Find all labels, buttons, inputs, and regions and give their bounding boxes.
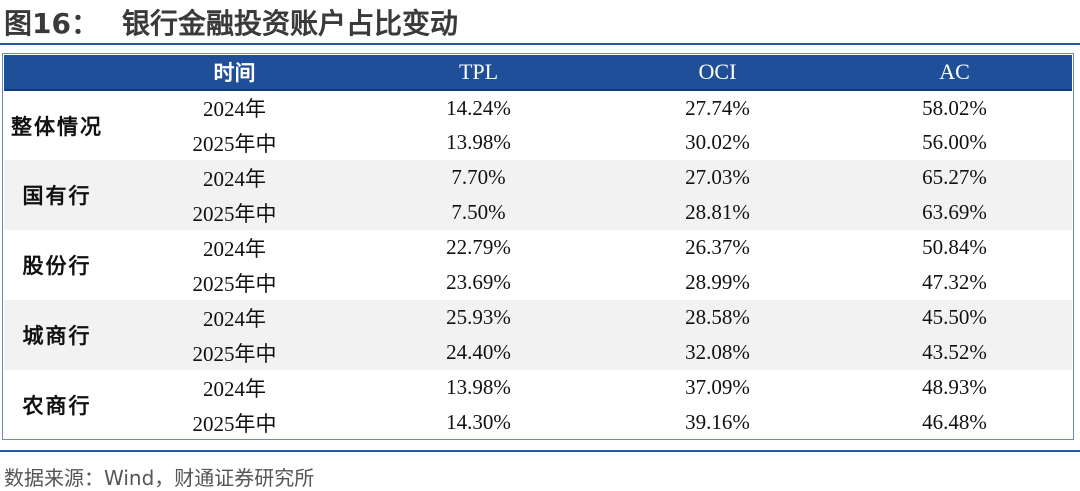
period-cell: 2024年 (203, 236, 266, 261)
ac-cell: 50.84% (922, 235, 987, 259)
tpl-cell: 14.30% (446, 410, 511, 434)
oci-cell: 28.81% (598, 195, 837, 230)
period-cell: 2025年中 (110, 335, 359, 370)
tpl-cell: 25.93% (359, 300, 598, 335)
ac-cell: 43.52% (837, 335, 1072, 370)
oci-cell: 39.16% (685, 410, 750, 434)
group-label: 农商行 (22, 394, 92, 418)
allocation-table: 时间 TPL OCI AC 整体情况 2024年 14.24% 27.74% 5… (4, 55, 1072, 440)
tpl-cell: 13.98% (446, 375, 511, 399)
group-label: 整体情况 (11, 114, 103, 139)
table-row: 城商行 2024年 25.93% 28.58% 45.50% (4, 300, 1072, 370)
group-label: 股份行 (22, 254, 92, 278)
period-cell: 2024年 (110, 160, 359, 195)
tpl-cell: 7.70% (359, 160, 598, 195)
header-group (4, 55, 110, 91)
period-cell: 2025年中 (192, 271, 277, 296)
figure-title-text: 银行金融投资账户占比变动 (122, 7, 459, 40)
tpl-cell: 14.24% (446, 95, 511, 120)
header-oci: OCI (598, 55, 837, 91)
oci-cell: 28.99% (685, 270, 750, 294)
header-ac: AC (837, 55, 1072, 91)
table-row: 2025年中 13.98% 30.02% 56.00% (4, 125, 1072, 160)
period-cell: 2024年 (203, 376, 266, 401)
oci-cell: 30.02% (685, 130, 750, 154)
ac-cell: 63.69% (837, 195, 1072, 230)
header-row: 时间 TPL OCI AC (4, 55, 1072, 91)
table-row: 2025年中 14.30% 39.16% 46.48% (4, 405, 1072, 440)
ac-cell: 46.48% (922, 410, 987, 434)
table-row: 整体情况 2024年 14.24% 27.74% 58.02% (4, 90, 1072, 139)
table-frame (2, 53, 1074, 440)
table-row: 2025年中 24.40% 32.08% 43.52% (4, 335, 1072, 370)
group-label: 国有行 (4, 160, 110, 230)
group-label: 城商行 (4, 300, 110, 370)
header-period: 时间 (110, 55, 359, 91)
table-row: 2025年中 23.69% 28.99% 47.32% (4, 265, 1072, 300)
ac-cell: 58.02% (922, 95, 987, 120)
oci-cell: 28.58% (598, 300, 837, 335)
table-row: 2025年中 7.50% 28.81% 63.69% (4, 195, 1072, 230)
tpl-cell: 24.40% (359, 335, 598, 370)
tpl-cell: 23.69% (446, 270, 511, 294)
oci-cell: 27.74% (685, 95, 750, 120)
oci-cell: 37.09% (685, 375, 750, 399)
header-tpl: TPL (359, 55, 598, 91)
period-cell: 2024年 (110, 300, 359, 335)
period-cell: 2025年中 (110, 195, 359, 230)
oci-cell: 26.37% (685, 235, 750, 259)
tpl-cell: 22.79% (446, 235, 511, 259)
figure-title: 图16： 银行金融投资账户占比变动 (4, 2, 458, 42)
title-rule (0, 43, 1080, 45)
ac-cell: 45.50% (837, 300, 1072, 335)
ac-cell: 47.32% (922, 270, 987, 294)
oci-cell: 27.03% (598, 160, 837, 195)
table-row: 农商行 2024年 13.98% 37.09% 48.93% (4, 370, 1072, 418)
ac-cell: 56.00% (922, 130, 987, 154)
period-cell: 2024年 (203, 97, 266, 121)
table-row: 股份行 2024年 22.79% 26.37% 50.84% (4, 230, 1072, 278)
figure-label: 图16： (4, 7, 99, 40)
bottom-rule (0, 450, 1080, 452)
tpl-cell: 13.98% (446, 130, 511, 154)
oci-cell: 32.08% (598, 335, 837, 370)
table-row: 国有行 2024年 7.70% 27.03% 65.27% (4, 160, 1072, 230)
period-cell: 2025年中 (192, 411, 277, 436)
source-note: 数据来源：Wind，财通证券研究所 (4, 466, 315, 490)
tpl-cell: 7.50% (359, 195, 598, 230)
ac-cell: 48.93% (922, 375, 987, 399)
period-cell: 2025年中 (192, 131, 277, 156)
ac-cell: 65.27% (837, 160, 1072, 195)
